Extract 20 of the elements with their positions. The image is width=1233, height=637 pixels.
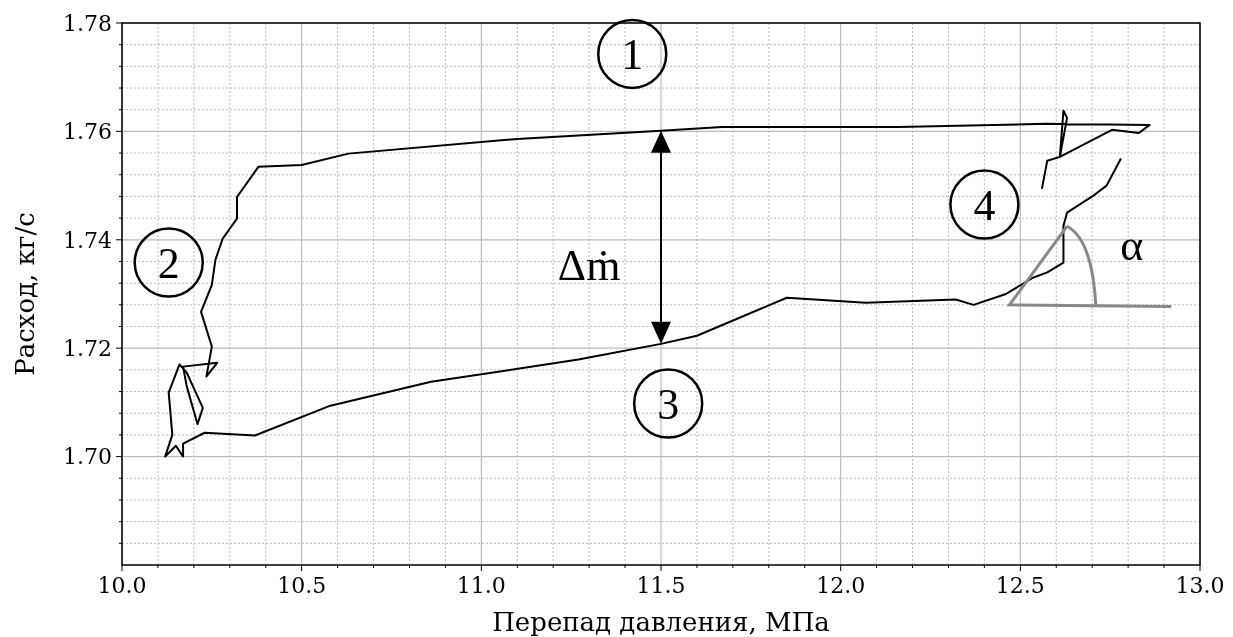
y-tick-label: 1.76: [63, 119, 112, 145]
y-tick-label: 1.74: [63, 227, 112, 253]
annotation: α: [1120, 221, 1144, 271]
annotation: 2: [157, 238, 180, 288]
x-tick-label: 12.0: [816, 573, 866, 598]
x-tick-label: 10.0: [97, 573, 147, 598]
y-axis-title: Расход, кг/с: [10, 212, 40, 376]
x-axis-title: Перепад давления, МПа: [492, 607, 830, 637]
annotation: Δṁ: [557, 241, 621, 291]
annotation: 3: [657, 379, 680, 429]
annotation: 1: [621, 30, 644, 80]
y-tick-label: 1.78: [63, 10, 112, 36]
x-tick-label: 10.5: [277, 573, 327, 598]
y-tick-label: 1.72: [63, 335, 112, 361]
x-tick-label: 13.0: [1175, 573, 1225, 598]
annotation: 4: [973, 180, 996, 230]
x-tick-label: 11.5: [636, 573, 686, 598]
y-tick-label: 1.70: [63, 444, 112, 470]
x-tick-label: 12.5: [995, 573, 1045, 598]
x-tick-label: 11.0: [456, 573, 506, 598]
